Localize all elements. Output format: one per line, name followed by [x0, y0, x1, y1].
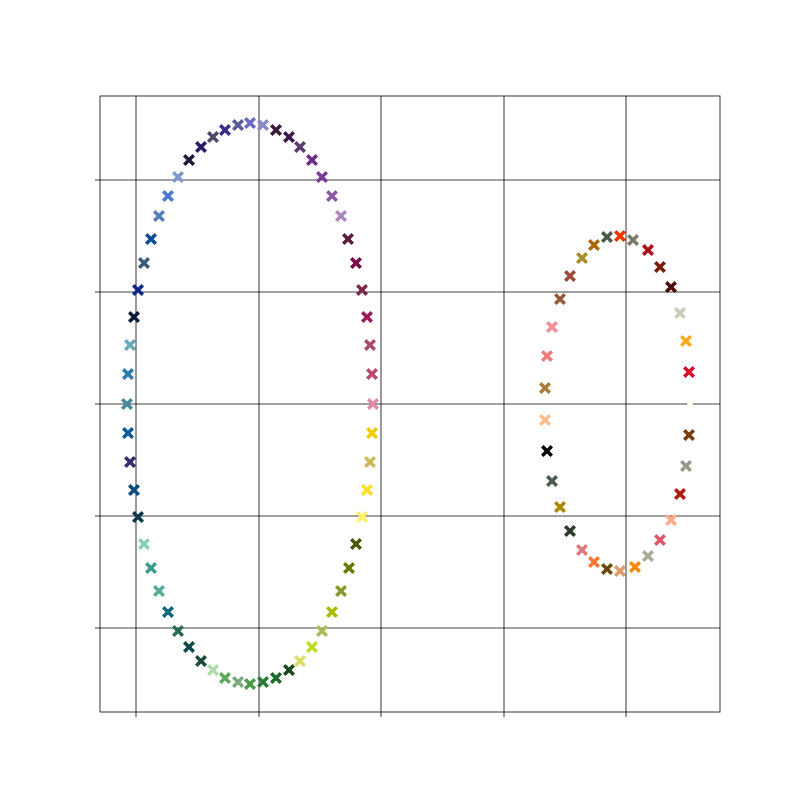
marker: [183, 154, 195, 166]
marker: [326, 606, 338, 618]
marker: [654, 534, 666, 546]
marker: [124, 339, 136, 351]
marker: [283, 664, 295, 676]
marker: [674, 307, 686, 319]
marker: [270, 124, 282, 136]
marker: [683, 429, 695, 441]
marker: [654, 261, 666, 273]
marker: [162, 190, 174, 202]
marker: [335, 585, 347, 597]
marker: [364, 339, 376, 351]
marker: [680, 335, 692, 347]
marker: [366, 427, 378, 439]
marker: [642, 550, 654, 562]
marker: [138, 538, 150, 550]
marker: [257, 676, 269, 688]
marker: [614, 230, 626, 242]
marker: [546, 321, 558, 333]
marker: [132, 511, 144, 523]
marker: [316, 625, 328, 637]
marker: [576, 544, 588, 556]
marker: [162, 606, 174, 618]
marker: [326, 190, 338, 202]
marker: [335, 210, 347, 222]
marker: [601, 231, 613, 243]
marker: [145, 233, 157, 245]
marker: [642, 244, 654, 256]
marker: [564, 270, 576, 282]
marker: [316, 171, 328, 183]
marker: [306, 641, 318, 653]
marker: [356, 511, 368, 523]
marker: [684, 398, 696, 410]
marker: [145, 562, 157, 574]
marker: [128, 484, 140, 496]
marker: [361, 311, 373, 323]
plot-frame: [99, 95, 721, 713]
marker: [294, 141, 306, 153]
marker: [257, 119, 269, 131]
marker: [121, 398, 133, 410]
marker: [554, 501, 566, 513]
marker: [680, 460, 692, 472]
marker: [122, 427, 134, 439]
marker: [172, 625, 184, 637]
marker: [554, 293, 566, 305]
marker: [207, 131, 219, 143]
marker: [306, 154, 318, 166]
marker: [219, 672, 231, 684]
marker: [294, 655, 306, 667]
marker: [546, 475, 558, 487]
marker: [539, 382, 551, 394]
marker: [183, 641, 195, 653]
marker: [588, 239, 600, 251]
marker: [132, 284, 144, 296]
marker: [138, 257, 150, 269]
marker: [601, 563, 613, 575]
marker: [614, 565, 626, 577]
marker: [364, 456, 376, 468]
marker: [665, 514, 677, 526]
marker: [366, 368, 378, 380]
marker: [588, 556, 600, 568]
marker: [207, 664, 219, 676]
marker: [629, 561, 641, 573]
marker: [361, 484, 373, 496]
marker: [270, 672, 282, 684]
marker: [283, 131, 295, 143]
marker: [232, 119, 244, 131]
marker: [244, 117, 256, 129]
marker: [232, 676, 244, 688]
marker: [356, 284, 368, 296]
marker: [124, 456, 136, 468]
marker: [683, 366, 695, 378]
marker: [219, 124, 231, 136]
marker: [195, 655, 207, 667]
marker: [122, 368, 134, 380]
marker: [541, 350, 553, 362]
marker: [367, 398, 379, 410]
marker: [342, 233, 354, 245]
marker: [539, 414, 551, 426]
marker: [627, 234, 639, 246]
marker: [172, 171, 184, 183]
marker: [350, 538, 362, 550]
marker: [564, 525, 576, 537]
marker: [665, 281, 677, 293]
marker: [153, 210, 165, 222]
marker: [195, 141, 207, 153]
marker: [244, 678, 256, 690]
marker: [153, 585, 165, 597]
marker: [350, 257, 362, 269]
marker: [343, 562, 355, 574]
marker: [128, 311, 140, 323]
marker: [576, 252, 588, 264]
marker: [674, 488, 686, 500]
marker: [541, 445, 553, 457]
